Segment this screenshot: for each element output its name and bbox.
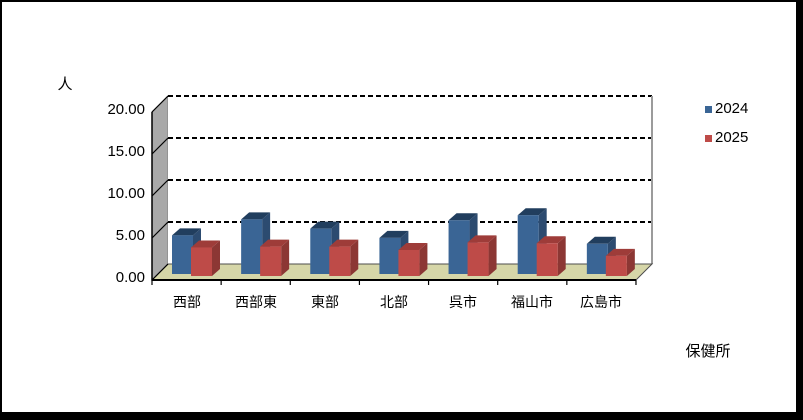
category-label: 北部 bbox=[380, 294, 408, 310]
legend: 2024 2025 bbox=[705, 101, 748, 159]
wall-gridline-tick bbox=[151, 221, 169, 239]
bar-2024-cat4 bbox=[448, 213, 478, 274]
y-tick-label: 15.00 bbox=[107, 143, 145, 160]
category-label: 西部 bbox=[173, 294, 201, 310]
wall-gridline-tick bbox=[151, 263, 169, 281]
bar-2025-cat4 bbox=[467, 235, 497, 276]
wall-gridline-tick bbox=[151, 137, 169, 155]
category-label: 西部東 bbox=[235, 294, 277, 310]
category-label: 広島市 bbox=[580, 294, 622, 310]
bar-2025-cat6 bbox=[605, 248, 635, 276]
legend-swatch-2024 bbox=[705, 105, 712, 113]
y-axis-title: 人 bbox=[57, 76, 73, 93]
legend-label: 2025 bbox=[715, 129, 749, 146]
wall-gridline-tick bbox=[151, 95, 169, 113]
x-axis-title: 保健所 bbox=[685, 343, 731, 360]
bar-2025-cat5 bbox=[536, 236, 566, 276]
y-tick-label: 20.00 bbox=[107, 101, 145, 118]
bar-2025-cat3 bbox=[398, 242, 428, 276]
y-tick-label: 0.00 bbox=[115, 269, 145, 286]
category-label: 東部 bbox=[311, 294, 339, 310]
legend-entry-2024: 2024 bbox=[705, 101, 748, 117]
category-label: 呉市 bbox=[449, 294, 477, 310]
legend-entry-2025: 2025 bbox=[705, 130, 748, 146]
wall-gridline-tick bbox=[151, 179, 169, 197]
legend-label: 2024 bbox=[715, 100, 749, 117]
bar-2025-cat0 bbox=[191, 240, 220, 276]
y-tick-label: 10.00 bbox=[107, 185, 145, 202]
y-tick-label: 5.00 bbox=[115, 227, 145, 244]
category-label: 福山市 bbox=[511, 294, 553, 310]
bar-2025-cat2 bbox=[329, 239, 359, 276]
bar-2025-cat1 bbox=[260, 239, 290, 276]
legend-swatch-2025 bbox=[705, 134, 712, 142]
